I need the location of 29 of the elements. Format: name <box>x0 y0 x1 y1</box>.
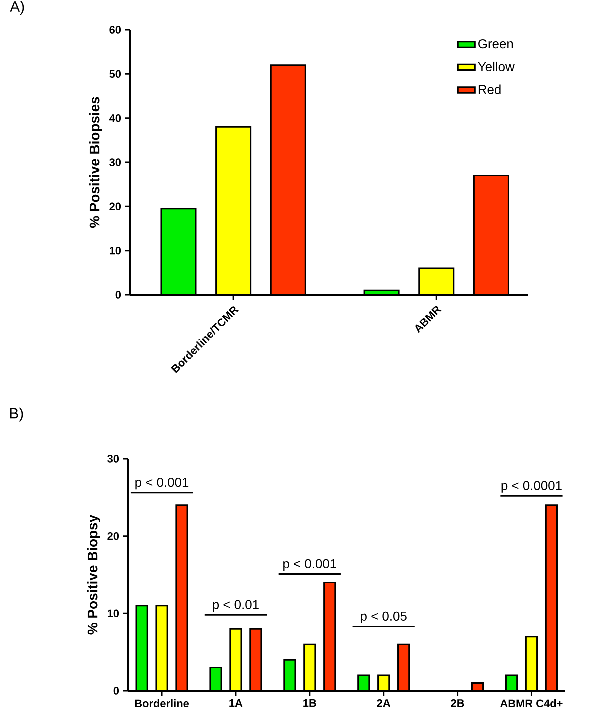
y-tick-label: 0 <box>116 291 122 299</box>
y-tick-label: 50 <box>110 70 122 78</box>
x-tick-label: ABMR C4d+ <box>500 700 563 708</box>
y-tick-label: 30 <box>108 455 120 463</box>
annotation: p < 0.05 <box>361 612 407 624</box>
chart-title: B) <box>10 408 24 422</box>
x-tick-label: 1A <box>230 700 243 708</box>
y-tick-label: 30 <box>110 158 122 166</box>
y-tick-label: 0 <box>114 687 120 695</box>
x-tick-label: 2A <box>377 700 391 708</box>
x-tick-label: 2B <box>451 700 464 708</box>
y-axis-title: % Positive Biopsy <box>87 515 100 635</box>
annotation: p < 0.01 <box>213 600 259 612</box>
chart-title: A) <box>10 1 24 15</box>
annotation: p < 0.001 <box>136 478 189 490</box>
annotation: p < 0.0001 <box>502 481 562 493</box>
legend-label: Yellow <box>478 62 515 72</box>
annotation: p < 0.001 <box>284 559 336 572</box>
y-tick-label: 60 <box>110 26 122 34</box>
x-tick-label: 1B <box>304 700 316 708</box>
legend-label: Green <box>478 39 514 49</box>
y-tick-label: 40 <box>109 114 122 122</box>
y-tick-label: 10 <box>110 246 122 255</box>
y-axis-title: % Positive Biopsies <box>89 97 102 228</box>
x-tick-label: Borderline <box>135 700 190 708</box>
y-tick-label: 20 <box>110 202 122 211</box>
y-tick-label: 20 <box>108 532 120 540</box>
y-tick-label: 10 <box>108 610 120 618</box>
legend-label: Red <box>478 84 501 94</box>
